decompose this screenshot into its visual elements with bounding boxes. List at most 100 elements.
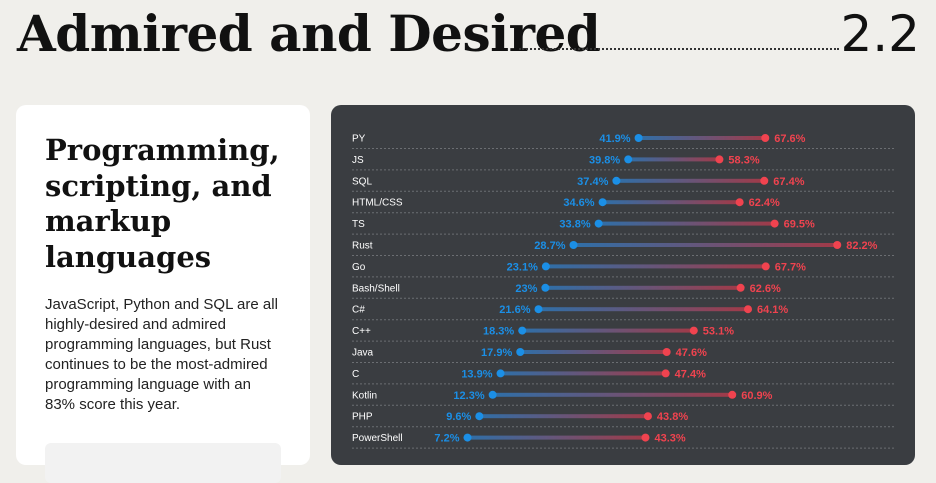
desired-point: [534, 305, 543, 314]
range-bar: [520, 350, 667, 354]
title-dot-leader: [519, 48, 839, 50]
admired-value-label: 53.1%: [703, 326, 734, 338]
range-bar: [545, 285, 741, 290]
admired-value-label: 60.9%: [741, 390, 772, 402]
admired-value-label: 69.5%: [784, 219, 815, 231]
admired-value-label: 82.2%: [846, 240, 877, 252]
admired-point: [661, 369, 670, 378]
language-label: Go: [352, 262, 366, 273]
range-bar: [573, 243, 838, 247]
desired-value-label: 12.3%: [453, 390, 484, 402]
range-bar: [479, 414, 648, 419]
desired-value-label: 37.4%: [577, 176, 608, 188]
range-bar: [638, 136, 766, 140]
admired-value-label: 67.4%: [773, 176, 804, 188]
language-label: TS: [352, 219, 365, 230]
admired-value-label: 58.3%: [728, 154, 759, 166]
language-label: Kotlin: [352, 390, 377, 401]
desired-point: [612, 176, 621, 185]
desired-value-label: 41.9%: [599, 133, 630, 145]
admired-point: [770, 219, 779, 228]
desired-point: [496, 369, 505, 378]
info-card: Programming, scripting, and markup langu…: [16, 105, 310, 483]
language-label: Java: [352, 348, 374, 359]
admired-point: [761, 134, 770, 142]
desired-value-label: 23%: [515, 283, 537, 295]
admired-point: [760, 176, 769, 185]
range-bar: [545, 264, 766, 269]
range-bar: [538, 307, 749, 312]
card-description: JavaScript, Python and SQL are all highl…: [45, 296, 278, 413]
desired-point: [516, 348, 525, 356]
desired-value-label: 23.1%: [507, 261, 538, 273]
chart-card: PY 41.9% 67.6% JS 39.8% 58.3% SQL 37.4% 67.4% HTM…: [331, 105, 915, 465]
admired-point: [736, 283, 745, 292]
desired-point: [594, 219, 603, 228]
admired-value-label: 43.3%: [654, 433, 685, 445]
admired-value-label: 67.7%: [775, 261, 806, 273]
desired-value-label: 39.8%: [589, 154, 620, 166]
admired-point: [662, 348, 671, 356]
desired-value-label: 21.6%: [499, 304, 530, 316]
desired-value-label: 28.7%: [534, 240, 565, 252]
language-label: PHP: [352, 412, 373, 423]
desired-value-label: 34.6%: [563, 197, 594, 209]
desired-value-label: 17.9%: [481, 347, 512, 359]
desired-point: [541, 262, 550, 271]
range-bar: [628, 157, 720, 162]
desired-point: [475, 412, 484, 421]
language-label: Bash/Shell: [352, 283, 400, 294]
admired-point: [715, 155, 724, 164]
admired-value-label: 47.6%: [676, 347, 707, 359]
language-label: PY: [352, 134, 366, 145]
admired-point: [689, 326, 698, 335]
dumbbell-chart: PY 41.9% 67.6% JS 39.8% 58.3% SQL 37.4% 67.4% HTM…: [352, 133, 894, 449]
page-title: Admired and Desired: [17, 4, 601, 63]
desired-point: [541, 283, 550, 292]
desired-point: [634, 134, 643, 142]
range-bar: [467, 435, 646, 440]
admired-point: [744, 305, 753, 314]
card-heading: Programming, scripting, and markup langu…: [45, 133, 280, 274]
language-label: HTML/CSS: [352, 198, 403, 209]
language-label: Rust: [352, 241, 373, 252]
admired-value-label: 43.8%: [657, 411, 688, 423]
range-bar: [500, 371, 666, 376]
page-header: Admired and Desired 2.2: [16, 0, 920, 70]
language-label: JS: [352, 155, 364, 166]
desired-value-label: 9.6%: [446, 411, 471, 423]
admired-value-label: 64.1%: [757, 304, 788, 316]
language-label: PowerShell: [352, 433, 403, 444]
desired-point: [624, 155, 633, 164]
range-bar: [598, 221, 775, 226]
desired-point: [598, 198, 607, 207]
admired-value-label: 47.4%: [675, 368, 706, 380]
language-label: C#: [352, 305, 365, 316]
admired-point: [641, 433, 650, 442]
admired-point: [833, 241, 842, 249]
desired-point: [569, 241, 578, 249]
desired-value-label: 13.9%: [461, 368, 492, 380]
admired-point: [643, 412, 652, 421]
desired-point: [463, 433, 472, 442]
range-bar: [602, 200, 740, 205]
admired-point: [728, 390, 737, 399]
desired-value-label: 7.2%: [434, 433, 459, 445]
desired-point: [488, 390, 497, 399]
desired-point: [518, 326, 527, 335]
language-label: SQL: [352, 176, 372, 187]
range-bar: [522, 328, 694, 333]
admired-value-label: 67.6%: [774, 133, 805, 145]
card-footer-block: [45, 443, 281, 483]
admired-value-label: 62.4%: [749, 197, 780, 209]
desired-value-label: 18.3%: [483, 326, 514, 338]
section-number: 2.2: [840, 5, 920, 63]
language-label: C: [352, 369, 359, 380]
admired-point: [761, 262, 770, 271]
admired-point: [735, 198, 744, 207]
language-label: C++: [352, 326, 371, 337]
range-bar: [616, 178, 765, 183]
admired-value-label: 62.6%: [750, 283, 781, 295]
desired-value-label: 33.8%: [559, 219, 590, 231]
range-bar: [492, 392, 733, 397]
